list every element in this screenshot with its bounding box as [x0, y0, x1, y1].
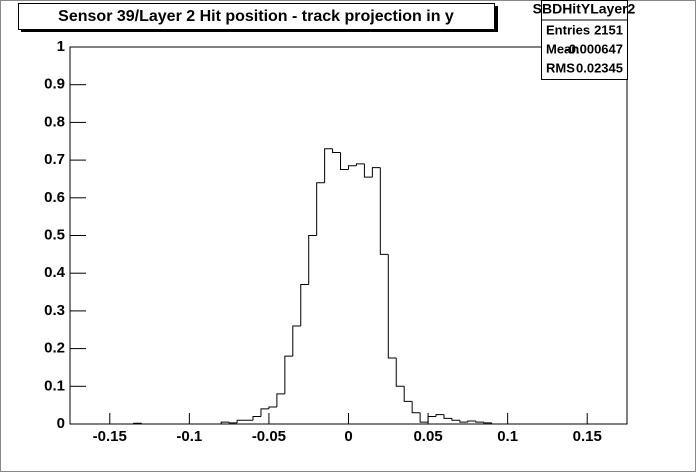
histogram-bin	[316, 182, 325, 236]
histogram-bin	[451, 418, 460, 421]
histogram-bin	[371, 167, 381, 178]
stats-box	[541, 0, 628, 80]
y-tick-label: 0.4	[44, 264, 66, 281]
stats-value: -0.000647	[564, 41, 623, 56]
histogram-bin	[300, 284, 309, 326]
plot-frame	[69, 46, 628, 425]
title-box	[18, 3, 495, 30]
histogram-bin	[443, 414, 452, 419]
histogram-bin	[228, 422, 238, 424]
x-tick-label: 0.1	[497, 428, 518, 445]
histogram-bin	[379, 167, 389, 255]
histogram-bin	[268, 406, 277, 409]
histogram-bin	[348, 165, 357, 170]
x-tick-label: 0.15	[573, 428, 602, 445]
histogram-bin	[483, 422, 492, 424]
histogram-bin	[387, 254, 397, 359]
stats-label: RMS	[546, 60, 575, 75]
histogram-bin	[332, 148, 341, 154]
histogram-bin	[411, 401, 421, 414]
histogram-bin	[340, 152, 349, 171]
y-tick-label: 0.3	[44, 302, 65, 319]
histogram-bin	[276, 393, 285, 408]
histogram-bin	[467, 420, 476, 423]
x-tick-label: -0.15	[93, 428, 127, 445]
y-tick-label: 0.7	[44, 151, 65, 168]
histogram-bin	[252, 415, 261, 421]
y-tick-label: 0.8	[44, 113, 65, 130]
y-tick-label: 0.6	[44, 189, 65, 206]
y-tick-label: 0.1	[44, 377, 65, 394]
x-tick-label: 0.05	[413, 428, 442, 445]
y-tick-label: 1	[57, 38, 65, 55]
histogram-bin	[236, 419, 246, 423]
x-tick-label: -0.1	[176, 428, 202, 445]
histogram-bin	[308, 235, 317, 285]
y-tick-label: 0.5	[44, 226, 65, 243]
histogram-bin	[284, 355, 293, 394]
histogram-bin	[260, 408, 269, 417]
histogram-bin	[355, 163, 365, 166]
x-tick-label: 0	[344, 428, 352, 445]
chart-title: Sensor 39/Layer 2 Hit position - track p…	[58, 8, 454, 25]
histogram-bin	[491, 422, 500, 425]
histogram-bin	[141, 423, 150, 425]
histogram-bin	[475, 420, 484, 423]
histogram-bin	[403, 386, 413, 402]
histogram-bin	[419, 412, 429, 423]
stats-value: 0.02345	[576, 60, 623, 75]
stats-label: Entries	[546, 22, 590, 37]
y-tick-label: 0.9	[44, 76, 65, 93]
stats-title: SBDHitYLayer2	[533, 1, 636, 17]
stats-label: Mean	[546, 41, 579, 56]
y-tick-label: 0	[57, 415, 65, 432]
y-tick-label: 0.2	[44, 340, 65, 357]
histogram-bin	[363, 163, 373, 178]
stats-value: 2151	[594, 22, 623, 37]
histogram-bin	[395, 358, 405, 387]
histogram-bin	[427, 415, 437, 423]
histogram-bin	[324, 148, 333, 183]
histogram-bin	[435, 414, 444, 417]
histogram-bin	[292, 325, 301, 357]
histogram-bin	[459, 420, 468, 423]
histogram-bin	[133, 422, 142, 424]
x-tick-label: -0.05	[252, 428, 286, 445]
histogram-bin	[220, 421, 230, 424]
